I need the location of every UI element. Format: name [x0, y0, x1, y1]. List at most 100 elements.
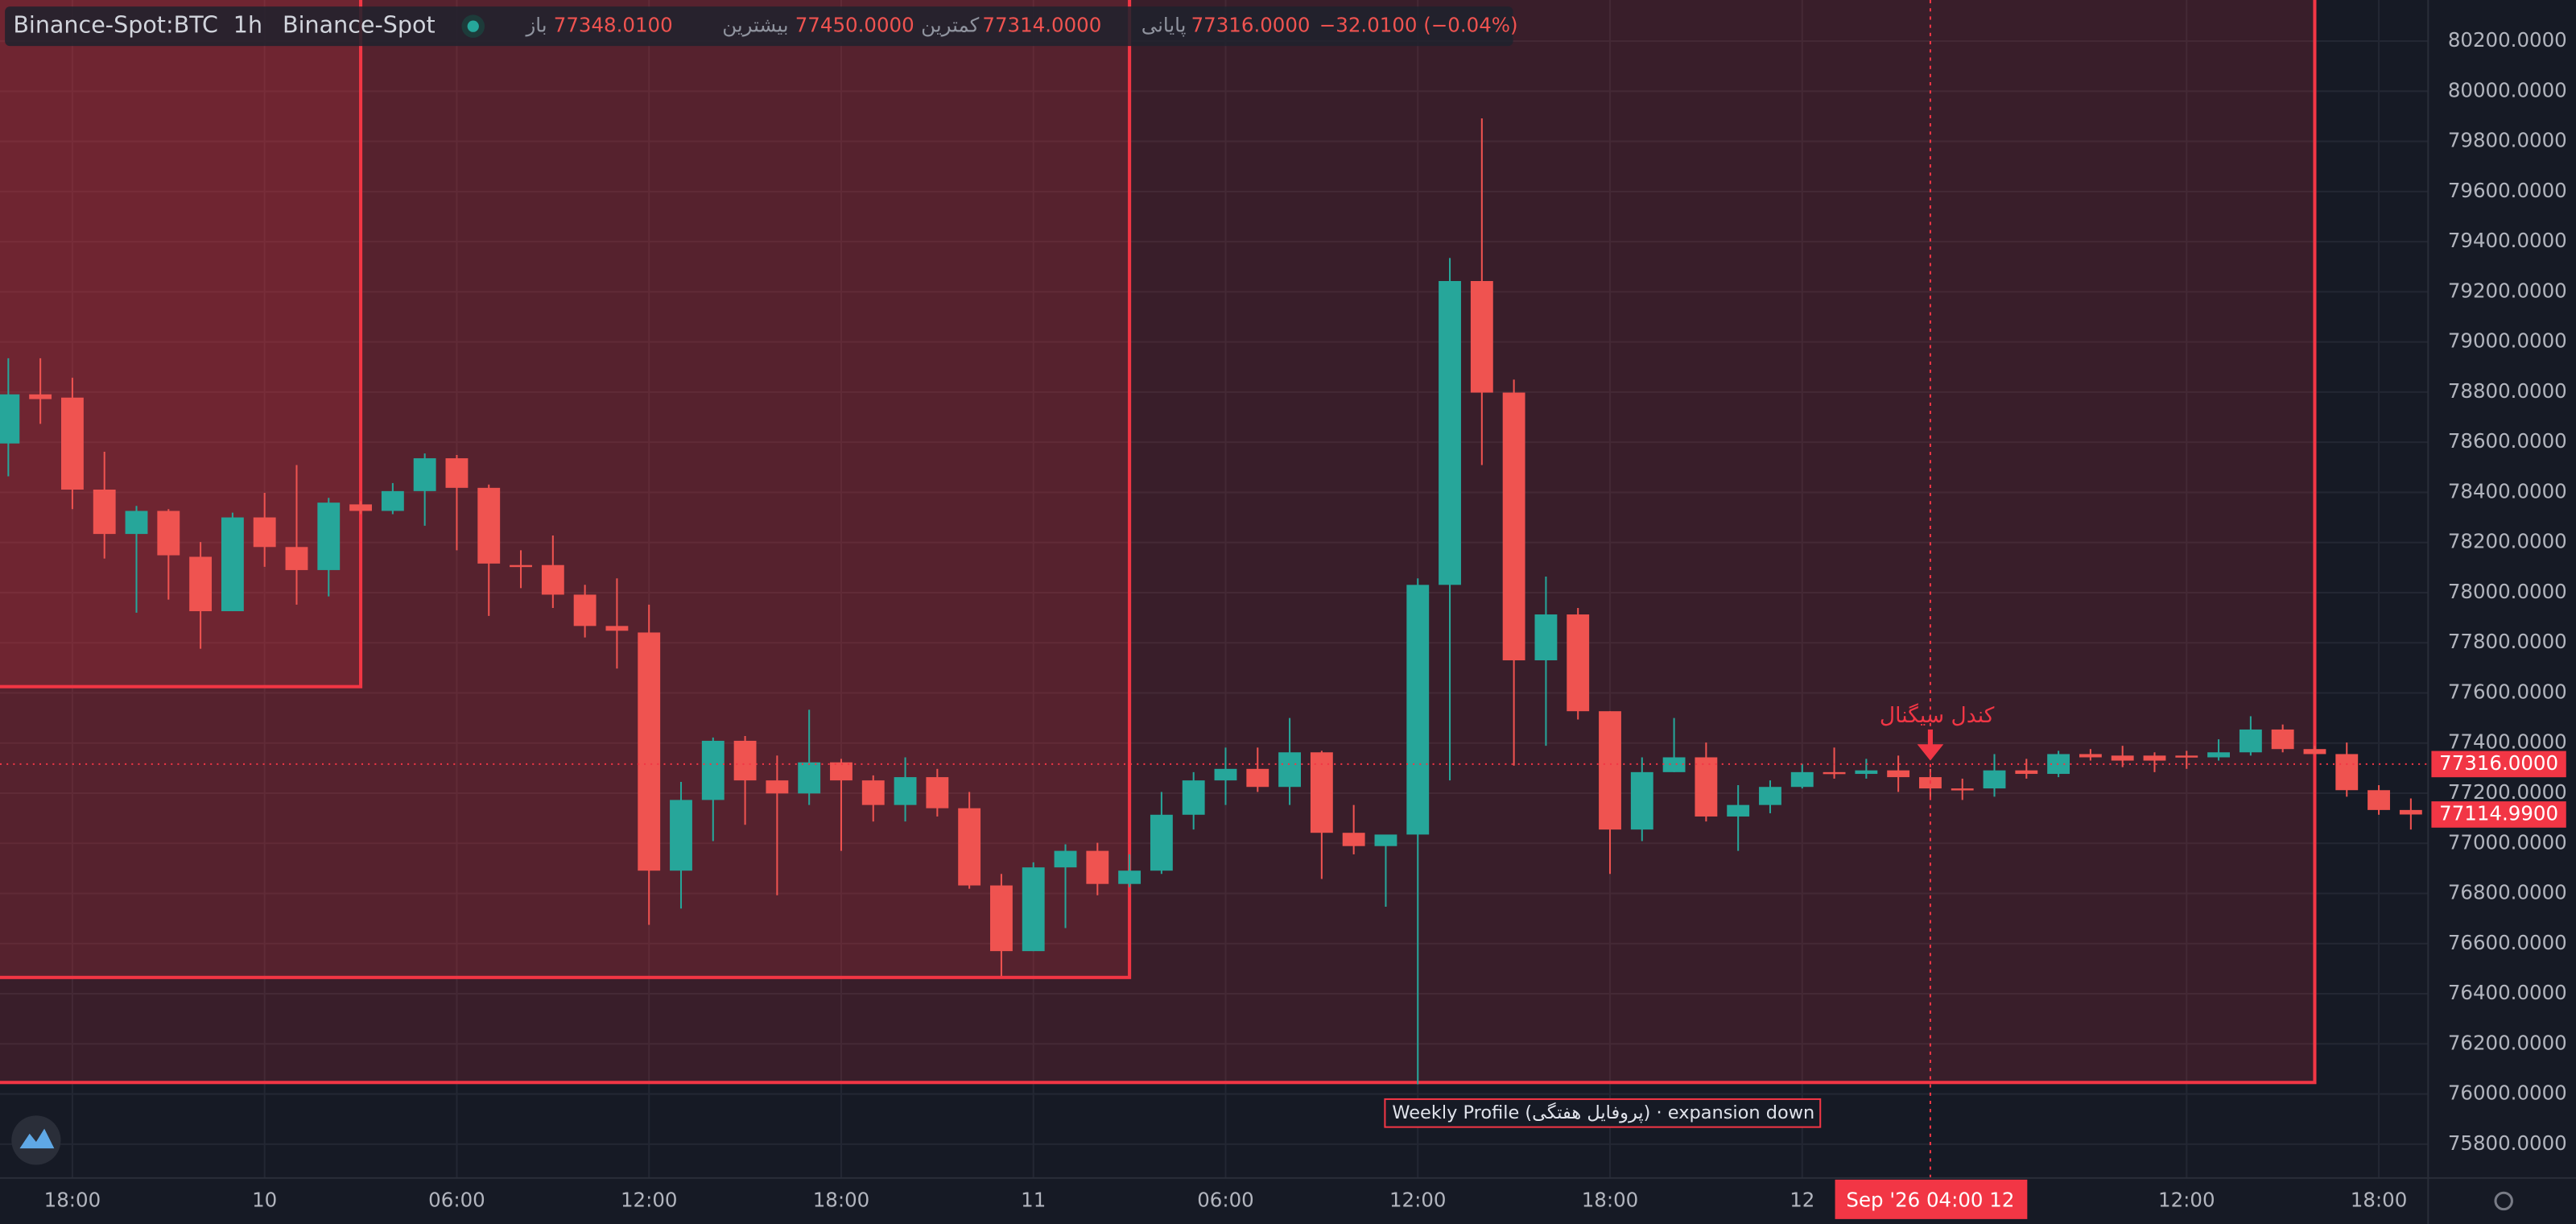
- candle-body: [1567, 614, 1590, 712]
- time-label-bg: [1835, 1179, 2028, 1219]
- candle-body: [317, 502, 341, 570]
- candle-body: [1790, 771, 1814, 788]
- profile-box: [0, 0, 363, 688]
- candle-body: [861, 780, 885, 805]
- y-tick-label: 75800.0000: [2448, 1131, 2567, 1155]
- candle-body: [2271, 729, 2294, 750]
- candle-body: [766, 780, 789, 794]
- y-tick-label: 78200.0000: [2448, 530, 2567, 553]
- interval: 1h: [233, 11, 262, 39]
- candle-body: [253, 517, 276, 548]
- candle-body: [381, 490, 404, 511]
- candle-body: [1695, 757, 1718, 817]
- x-tick-label: 12:00: [621, 1188, 678, 1211]
- candle-body: [1246, 768, 1269, 788]
- x-tick-label: 18:00: [2351, 1188, 2408, 1211]
- candle-body: [61, 397, 84, 490]
- candle-body: [1534, 614, 1558, 661]
- ohlc-value: 77314.0000: [982, 14, 1101, 37]
- candle-body: [1086, 850, 1109, 884]
- candle-body: [1951, 788, 1974, 791]
- overlay: کندل سیگنال Weekly Profile (پروفایل هفتگی…: [0, 0, 2429, 1178]
- candle-body: [1887, 770, 1910, 778]
- candle-body: [413, 458, 436, 491]
- settings-icon[interactable]: [2494, 1191, 2513, 1211]
- candle-body: [1823, 771, 1846, 775]
- candle-body: [29, 394, 52, 399]
- symbol: Binance-Spot:BTC: [13, 11, 218, 39]
- candle-body: [125, 511, 148, 535]
- y-tick-label: 78400.0000: [2448, 479, 2567, 502]
- candle-body: [1214, 768, 1237, 781]
- y-tick-label: 79400.0000: [2448, 229, 2567, 252]
- profile-box: [0, 0, 1132, 979]
- candle-body: [1759, 787, 1781, 805]
- last-price: 77114.9900: [2439, 801, 2558, 825]
- candle-body: [510, 564, 532, 568]
- candle-body: [926, 777, 949, 808]
- candle-body: [1374, 834, 1397, 846]
- y-tick-label: 79200.0000: [2448, 279, 2567, 302]
- signal-text: کندل سیگنال: [1880, 703, 1995, 728]
- ohlc-label: پایانی: [1141, 14, 1187, 37]
- candle-body: [1342, 833, 1365, 846]
- candle-body: [1470, 280, 1493, 393]
- candle-body: [1983, 770, 2006, 789]
- candle-body: [1182, 780, 1205, 815]
- candle-body: [2399, 809, 2422, 815]
- x-tick-label: 10: [252, 1188, 277, 1211]
- grid: [0, 0, 2429, 1178]
- last-price-bg: [2431, 801, 2566, 828]
- y-tick-label: 77200.0000: [2448, 780, 2567, 804]
- candle-body: [1310, 752, 1333, 833]
- logo-icon: [19, 1128, 55, 1149]
- candle-body: [1662, 757, 1686, 772]
- ohlc-label: کمترین: [921, 14, 979, 37]
- candle-body: [1150, 814, 1173, 871]
- candle-body: [573, 594, 597, 626]
- candle-body: [2079, 754, 2102, 758]
- candle-body: [285, 547, 308, 570]
- candles: [0, 118, 2422, 1085]
- y-tick-label: 78800.0000: [2448, 379, 2567, 403]
- x-tick-label: 18:00: [813, 1188, 870, 1211]
- logo[interactable]: [11, 1115, 61, 1165]
- candle-body: [1439, 280, 1461, 585]
- x-tick-label: 06:00: [1197, 1188, 1254, 1211]
- y-tick-label: 78000.0000: [2448, 580, 2567, 603]
- candle-body: [1278, 752, 1302, 788]
- y-tick-label: 78600.0000: [2448, 429, 2567, 453]
- candle-body: [1727, 804, 1750, 817]
- candle-body: [830, 762, 852, 781]
- candle-body: [2303, 749, 2326, 755]
- profile-box: [0, 0, 2317, 1085]
- candle-body: [1054, 850, 1077, 868]
- candle-body: [2207, 752, 2231, 758]
- signal-arrowhead: [1917, 744, 1944, 761]
- x-tick-label: 12:00: [2158, 1188, 2215, 1211]
- candle-body: [541, 564, 564, 595]
- candle-body: [221, 517, 244, 611]
- ohlc-label: باز: [524, 14, 547, 37]
- candle-body: [1855, 770, 1878, 775]
- ohlc-value: 77348.0100: [554, 14, 673, 37]
- candle-body: [2335, 754, 2359, 791]
- candle-body: [349, 504, 372, 511]
- candle-body: [2368, 790, 2390, 810]
- ohlc-label: بیشترین: [722, 14, 788, 37]
- candle-body: [2111, 755, 2134, 761]
- profile-label-bg: [1384, 1098, 1822, 1128]
- ohlc-change: −32.0100 (−0.04%): [1319, 14, 1518, 37]
- candle-body: [0, 394, 20, 444]
- candle-body: [2143, 755, 2166, 761]
- candle-body: [638, 632, 661, 871]
- y-tick-label: 76000.0000: [2448, 1081, 2567, 1105]
- y-tick-label: 80200.0000: [2448, 28, 2567, 52]
- status-dot: [467, 20, 479, 32]
- candle-body: [93, 489, 116, 535]
- candle-body: [798, 762, 821, 794]
- candle-body: [157, 511, 180, 556]
